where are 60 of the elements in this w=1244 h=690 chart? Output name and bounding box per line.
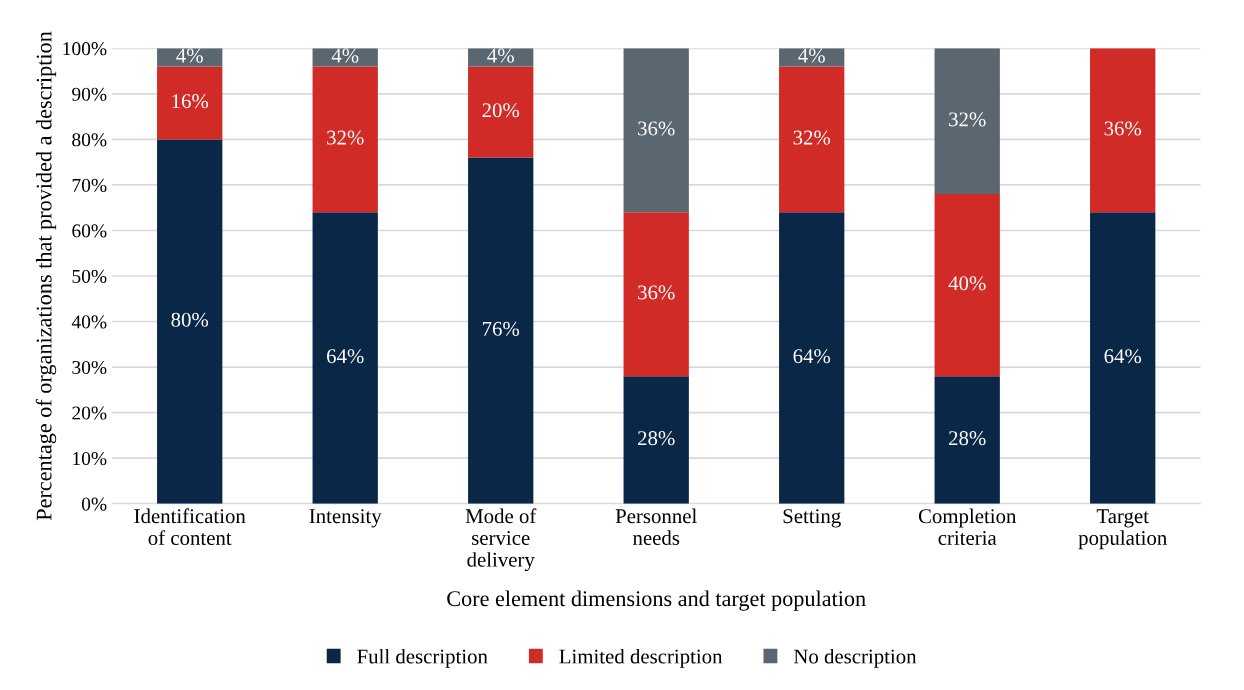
bar [312,66,378,213]
data-label: 4% [487,48,514,63]
x-axis-title: Core element dimensions and target population [447,590,866,611]
data-label: 40% [948,276,986,291]
data-label: 64% [327,349,364,364]
data-label: 32% [949,112,986,127]
data-label: 76% [482,321,520,336]
data-label: 28% [638,431,675,446]
bar [157,66,223,140]
data-label: 28% [949,431,986,446]
bar [779,212,845,504]
y-tick-label: 20% [72,406,107,420]
x-tick-label: Setting [783,509,841,528]
x-tick-label: Intensity [309,509,382,528]
bar [623,212,689,377]
x-tick-label: Identification of content [134,508,246,546]
data-label: 36% [638,121,675,136]
bar [779,66,845,213]
bar [1090,48,1156,213]
bar [468,66,534,158]
y-tick-label: 60% [72,224,107,238]
y-axis-title: Percentage of organizations that provided a description [35,31,57,521]
bar [157,139,223,504]
data-label: 16% [172,94,209,109]
data-label: 36% [1104,121,1142,136]
data-label: 4% [331,48,359,63]
bar [623,376,689,504]
data-label: 32% [793,130,831,145]
x-tick-label: Personnel needs [615,508,697,546]
y-tick-label: 0% [81,497,107,511]
y-tick-label: 30% [72,360,107,375]
y-tick-label: 70% [72,178,107,192]
y-tick-label: 50% [72,269,107,283]
bar [312,212,378,504]
legend-label: Limited description [559,648,723,668]
data-label: 4% [798,48,825,63]
legend-label: Full description [357,648,488,668]
y-tick-label: 90% [72,87,107,101]
y-tick-label: 40% [71,315,107,329]
y-tick-label: 80% [72,133,107,147]
bar [312,48,378,67]
bar [934,48,1000,195]
data-label: 32% [327,130,364,145]
data-label: 4% [176,48,203,63]
y-tick-label: 100% [63,42,107,56]
bar [623,48,689,213]
legend-label: No description [793,648,917,668]
bar [468,157,534,504]
bar [1090,212,1156,504]
y-tick-label: 10% [73,451,107,466]
x-tick-label: Completion criteria [918,508,1017,546]
data-label: 64% [1104,349,1142,364]
x-tick-label: Target population [1078,509,1167,550]
bar [934,194,1000,377]
data-label: 20% [482,103,520,118]
data-label: 64% [793,349,831,364]
data-label: 36% [638,285,675,300]
data-label: 80% [171,312,209,327]
bar [934,376,1000,504]
x-tick-label: Mode of service delivery [465,508,537,572]
